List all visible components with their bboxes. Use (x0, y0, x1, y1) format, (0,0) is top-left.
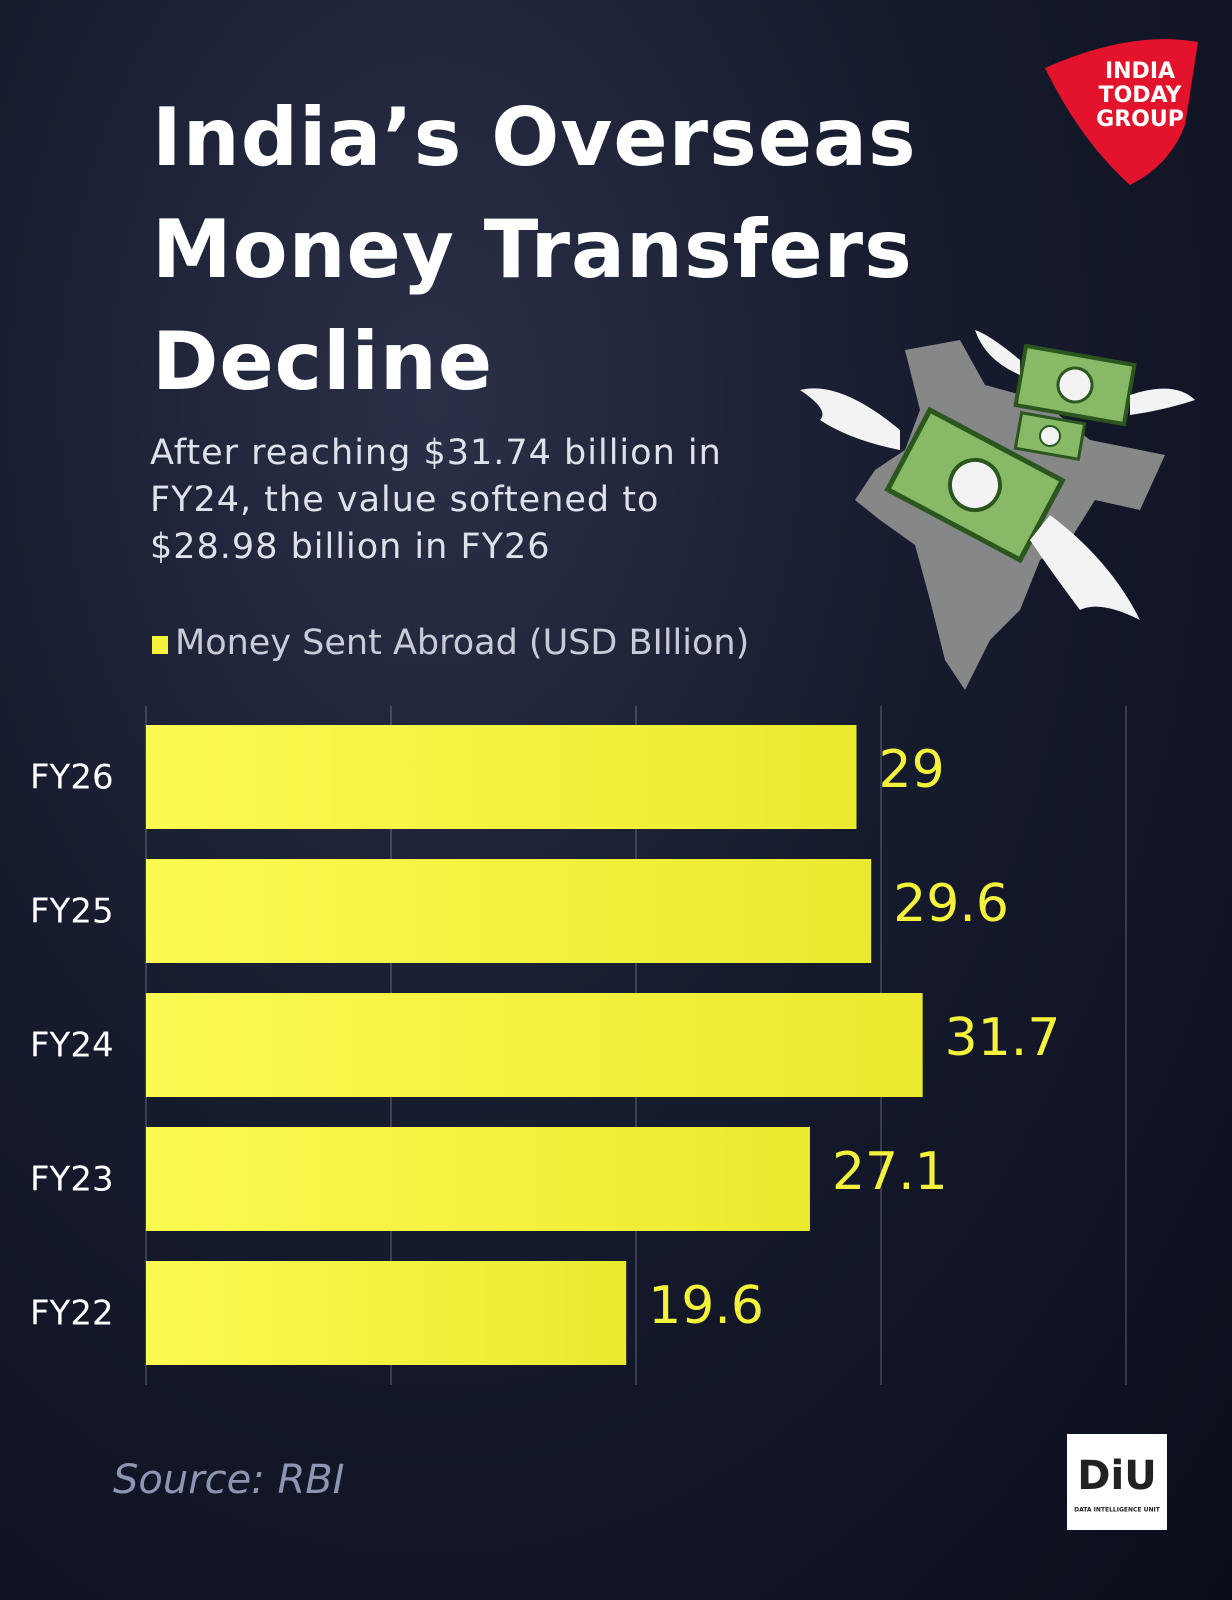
value-label: 29 (879, 740, 945, 800)
badge: DiU DATA INTELLIGENCE UNIT (1067, 1434, 1167, 1530)
legend-swatch (152, 636, 168, 654)
value-label: 29.6 (893, 874, 1009, 934)
source: Source: RBI (113, 1457, 344, 1503)
value-label: 27.1 (832, 1142, 948, 1202)
y-tick-label: FY24 (30, 1026, 114, 1066)
logo-line: INDIA (1105, 59, 1175, 84)
y-tick-label: FY25 (30, 892, 114, 932)
badge-full: DATA INTELLIGENCE UNIT (1074, 1507, 1161, 1514)
badge-name: DiU (1077, 1453, 1156, 1499)
legend-label: Money Sent Abroad (USD BIllion) (175, 623, 749, 663)
logo-line: GROUP (1096, 107, 1184, 132)
y-tick-label: FY26 (30, 758, 114, 798)
y-tick-label: FY22 (30, 1294, 114, 1334)
value-label: 19.6 (648, 1276, 764, 1336)
logo-line: TODAY (1099, 83, 1183, 108)
value-label: 31.7 (945, 1008, 1061, 1068)
title: India’s Overseas Money Transfers Decline (152, 91, 917, 408)
bar (146, 1127, 810, 1231)
y-tick-label: FY23 (30, 1160, 114, 1200)
illustration (800, 330, 1195, 690)
bar (146, 859, 872, 963)
logo: INDIA TODAY GROUP (1045, 39, 1198, 186)
bar (146, 1261, 627, 1365)
subtitle: After reaching $31.74 billion in FY24, t… (150, 433, 722, 567)
bar (146, 725, 857, 829)
bar (146, 993, 923, 1097)
